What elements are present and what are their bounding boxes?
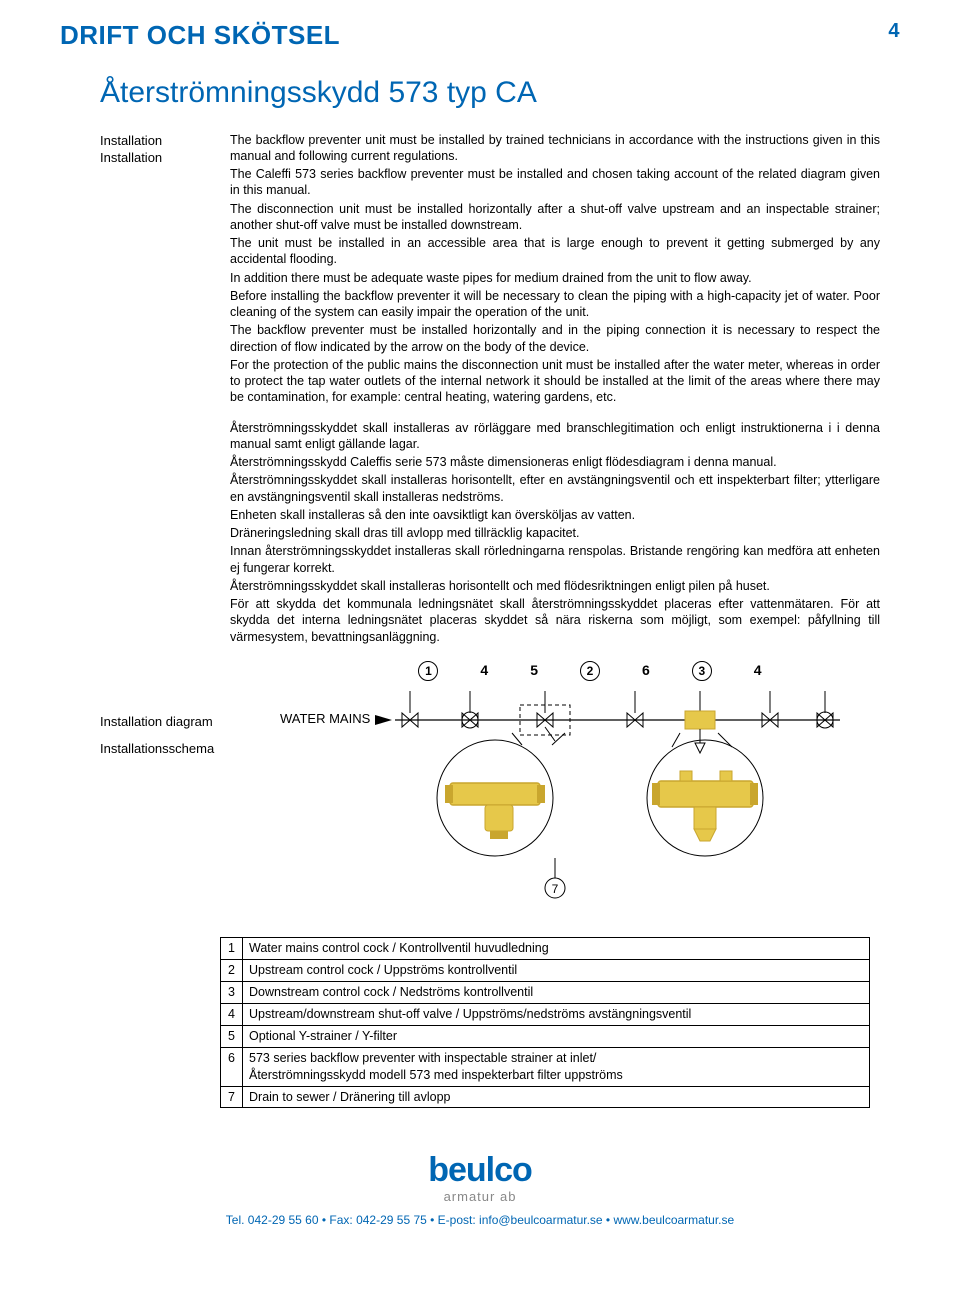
diagram-callout: 4 bbox=[480, 661, 488, 681]
paragraph-sv: Återströmningsskyddet skall installeras … bbox=[230, 472, 880, 505]
diagram-label-en: Installation diagram bbox=[100, 713, 280, 731]
legend-row: 4Upstream/downstream shut-off valve / Up… bbox=[221, 1004, 870, 1026]
paragraph-en: The disconnection unit must be installed… bbox=[230, 201, 880, 234]
paragraph-en: In addition there must be adequate waste… bbox=[230, 270, 880, 286]
legend-text: Upstream control cock / Uppströms kontro… bbox=[243, 960, 870, 982]
legend-text: 573 series backflow preventer with inspe… bbox=[243, 1047, 870, 1086]
paragraph-sv: Återströmningsskydd Caleffis serie 573 m… bbox=[230, 454, 880, 470]
diagram-callout: 2 bbox=[580, 661, 600, 681]
diagram-callout: 5 bbox=[530, 661, 538, 681]
paragraph-sv: Återströmningsskyddet skall installeras … bbox=[230, 420, 880, 453]
valve-2 bbox=[627, 708, 643, 727]
page-header: DRIFT OCH SKÖTSEL 4 bbox=[0, 0, 960, 59]
footer-logo-sub: armatur ab bbox=[0, 1188, 960, 1206]
legend-num: 6 bbox=[221, 1047, 243, 1086]
section-body: The backflow preventer unit must be inst… bbox=[230, 132, 880, 647]
valve-1 bbox=[402, 708, 418, 727]
english-paragraphs: The backflow preventer unit must be inst… bbox=[230, 132, 880, 406]
legend-num: 2 bbox=[221, 960, 243, 982]
zoom-strainer bbox=[445, 783, 545, 839]
installation-section: Installation Installation The backflow p… bbox=[100, 132, 880, 647]
diagram-callout: 4 bbox=[754, 661, 762, 681]
main-title: Återströmningsskydd 573 typ CA bbox=[0, 59, 960, 132]
legend-row: 1Water mains control cock / Kontrollvent… bbox=[221, 938, 870, 960]
legend-row: 5Optional Y-strainer / Y-filter bbox=[221, 1025, 870, 1047]
paragraph-en: The unit must be installed in an accessi… bbox=[230, 235, 880, 268]
legend-text: Downstream control cock / Nedströms kont… bbox=[243, 982, 870, 1004]
diagram-callout: 6 bbox=[642, 661, 650, 681]
legend-text: Optional Y-strainer / Y-filter bbox=[243, 1025, 870, 1047]
paragraph-sv: För att skydda det kommunala ledningsnät… bbox=[230, 596, 880, 645]
legend-num: 1 bbox=[221, 938, 243, 960]
legend-text: Water mains control cock / Kontrollventi… bbox=[243, 938, 870, 960]
paragraph-en: The backflow preventer unit must be inst… bbox=[230, 132, 880, 165]
legend-num: 3 bbox=[221, 982, 243, 1004]
diagram-callout: 3 bbox=[692, 661, 712, 681]
label-sv: Installation bbox=[100, 149, 220, 167]
svg-text:7: 7 bbox=[552, 882, 559, 896]
legend-row: 7Drain to sewer / Dränering till avlopp bbox=[221, 1086, 870, 1108]
legend-table: 1Water mains control cock / Kontrollvent… bbox=[220, 937, 870, 1108]
label-en: Installation bbox=[100, 132, 220, 150]
diagram-callouts: 1 4 5 2 6 3 4 bbox=[300, 661, 880, 681]
footer: beulco armatur ab Tel. 042-29 55 60 • Fa… bbox=[0, 1148, 960, 1228]
zoom-backflow bbox=[652, 771, 758, 841]
paragraph-sv: Dräneringsledning skall dras till avlopp… bbox=[230, 525, 880, 541]
water-mains-label: WATER MAINS bbox=[280, 711, 371, 726]
paragraph-en: For the protection of the public mains t… bbox=[230, 357, 880, 406]
swedish-paragraphs: Återströmningsskyddet skall installeras … bbox=[230, 420, 880, 645]
legend-num: 4 bbox=[221, 1004, 243, 1026]
paragraph-sv: Innan återströmningsskyddet installeras … bbox=[230, 543, 880, 576]
legend-row: 3Downstream control cock / Nedströms kon… bbox=[221, 982, 870, 1004]
legend-text: Upstream/downstream shut-off valve / Upp… bbox=[243, 1004, 870, 1026]
diagram-label-sv: Installationsschema bbox=[100, 740, 280, 758]
legend-num: 5 bbox=[221, 1025, 243, 1047]
strainer-5 bbox=[537, 713, 555, 741]
legend-num: 7 bbox=[221, 1086, 243, 1108]
installation-diagram: WATER MAINS bbox=[280, 683, 880, 918]
legend-row: 6573 series backflow preventer with insp… bbox=[221, 1047, 870, 1086]
diagram-left-labels: Installation diagram Installationsschema bbox=[100, 683, 280, 918]
valve-3 bbox=[762, 708, 778, 727]
header-title: DRIFT OCH SKÖTSEL bbox=[60, 18, 340, 53]
paragraph-sv: Återströmningsskyddet skall installeras … bbox=[230, 578, 880, 594]
page-number: 4 bbox=[888, 18, 900, 53]
legend-text: Drain to sewer / Dränering till avlopp bbox=[243, 1086, 870, 1108]
legend-row: 2Upstream control cock / Uppströms kontr… bbox=[221, 960, 870, 982]
section-labels: Installation Installation bbox=[100, 132, 230, 647]
paragraph-en: Before installing the backflow preventer… bbox=[230, 288, 880, 321]
paragraph-en: The Caleffi 573 series backflow prevente… bbox=[230, 166, 880, 199]
paragraph-en: The backflow preventer must be installed… bbox=[230, 322, 880, 355]
paragraph-sv: Enheten skall installeras så den inte oa… bbox=[230, 507, 880, 523]
diagram-callout: 1 bbox=[418, 661, 438, 681]
footer-contact: Tel. 042-29 55 60 • Fax: 042-29 55 75 • … bbox=[0, 1212, 960, 1228]
